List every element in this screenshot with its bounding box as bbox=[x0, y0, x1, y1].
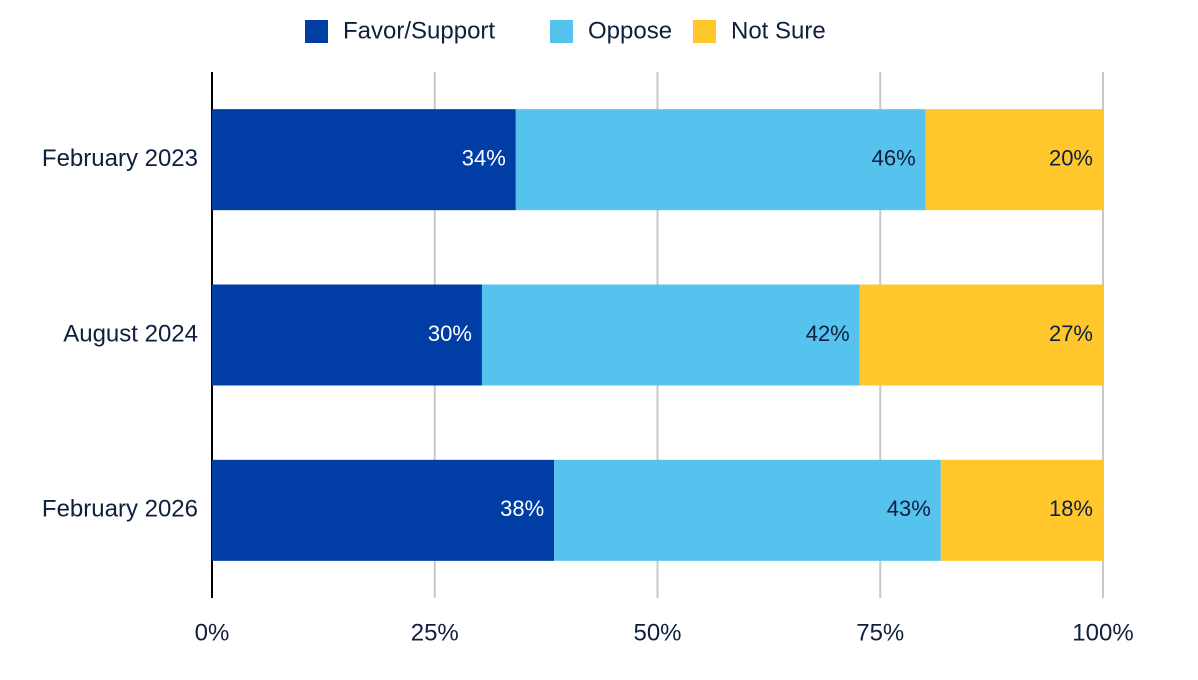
value-label: 20% bbox=[1049, 145, 1093, 170]
bar-segment bbox=[554, 459, 941, 561]
y-tick-label: February 2023 bbox=[42, 145, 198, 172]
y-tick-label: February 2026 bbox=[42, 496, 198, 523]
bar-segment bbox=[481, 284, 860, 386]
y-tick-label: August 2024 bbox=[63, 320, 198, 347]
value-label: 30% bbox=[428, 321, 472, 346]
value-label: 38% bbox=[500, 496, 544, 521]
value-label: 34% bbox=[462, 145, 506, 170]
value-label: 42% bbox=[806, 321, 850, 346]
value-label: 27% bbox=[1049, 321, 1093, 346]
bar-segment bbox=[940, 459, 1103, 561]
value-label: 43% bbox=[887, 496, 931, 521]
value-label: 46% bbox=[872, 145, 916, 170]
legend-label: Favor/Support bbox=[343, 17, 495, 44]
bar-segment bbox=[212, 109, 516, 211]
x-tick-label: 0% bbox=[195, 619, 230, 646]
bar-segment bbox=[925, 109, 1103, 211]
legend-label: Oppose bbox=[588, 17, 672, 44]
x-tick-label: 50% bbox=[633, 619, 681, 646]
legend-swatch bbox=[550, 20, 573, 43]
legend-swatch bbox=[305, 20, 328, 43]
legend-swatch bbox=[693, 20, 716, 43]
value-label: 18% bbox=[1049, 496, 1093, 521]
legend-label: Not Sure bbox=[731, 17, 826, 44]
bar-segment bbox=[212, 459, 555, 561]
bar-segment bbox=[212, 284, 482, 386]
x-tick-label: 75% bbox=[856, 619, 904, 646]
x-tick-label: 25% bbox=[411, 619, 459, 646]
bar-segment bbox=[859, 284, 1103, 386]
x-tick-label: 100% bbox=[1072, 619, 1133, 646]
bar-segment bbox=[515, 109, 926, 211]
